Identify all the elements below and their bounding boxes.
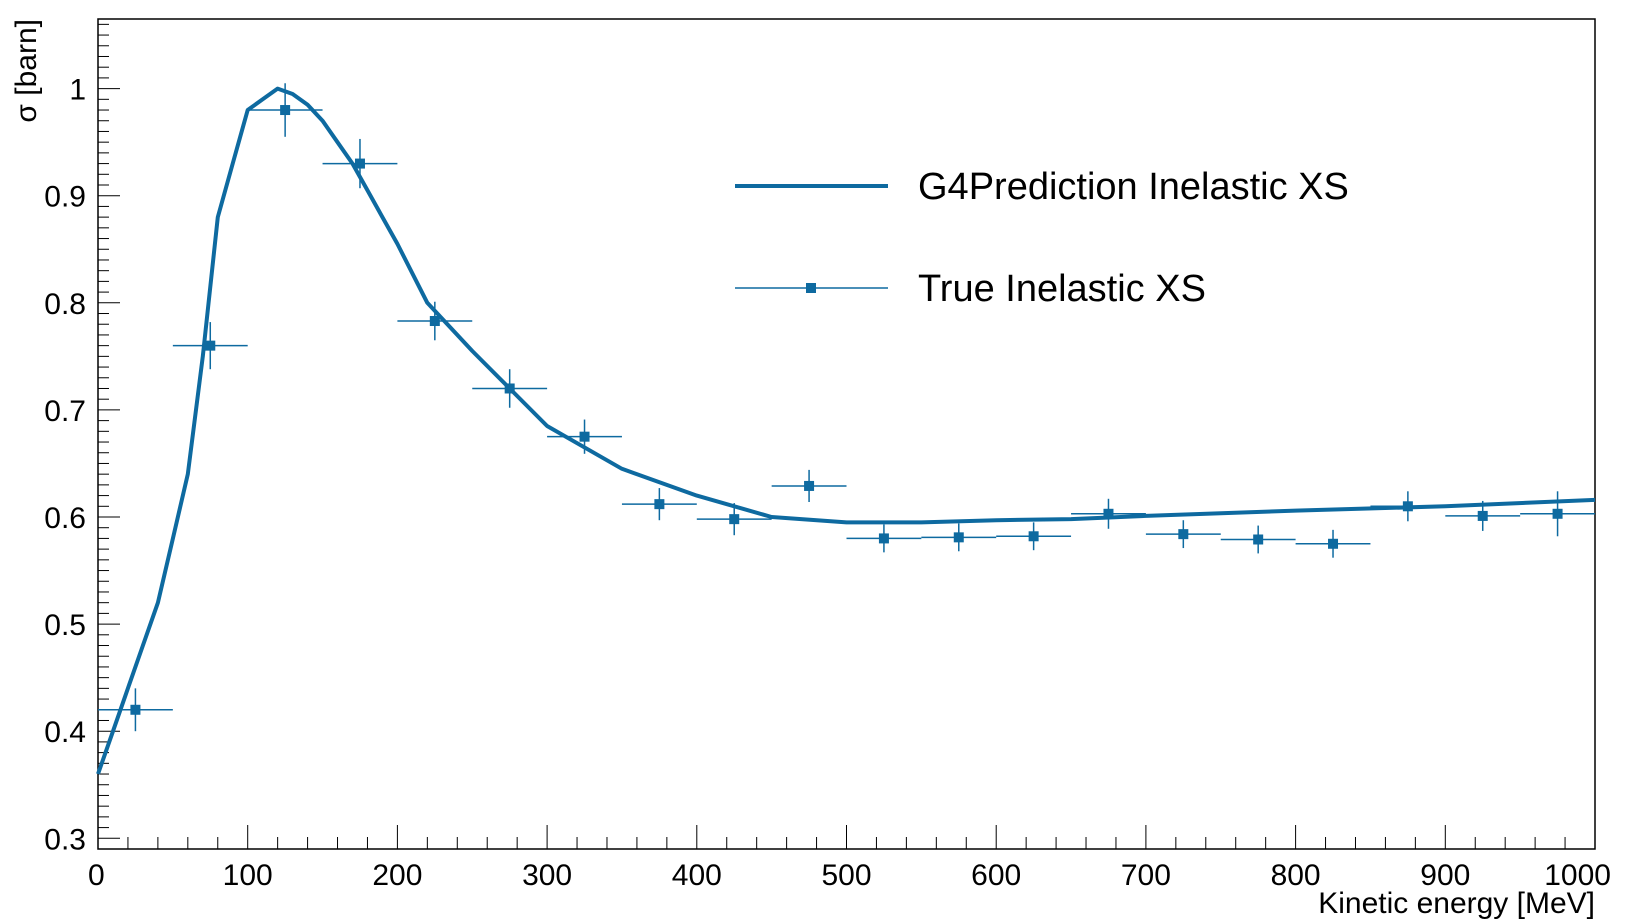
data-point-true — [1220, 525, 1296, 554]
series-layer — [96, 83, 1596, 775]
point-marker — [205, 340, 216, 351]
point-marker — [579, 431, 590, 442]
point-marker — [1028, 531, 1039, 542]
point-marker — [953, 532, 964, 543]
data-point-true — [247, 83, 323, 137]
series-line-g4prediction — [96, 86, 1596, 775]
y-axis-label: σ [barn] — [10, 19, 43, 123]
x-tick-label: 500 — [821, 859, 871, 892]
x-tick-label: 300 — [522, 859, 572, 892]
y-tick-label: 0.7 — [44, 395, 86, 428]
point-marker — [804, 480, 815, 491]
x-tick-label: 0 — [88, 859, 105, 892]
data-point-true — [846, 524, 922, 553]
point-marker — [729, 514, 740, 525]
point-marker — [354, 158, 365, 169]
data-point-true — [98, 688, 173, 732]
data-point-true — [996, 522, 1072, 551]
y-tick-label: 0.3 — [44, 823, 86, 856]
data-point-true — [1071, 498, 1146, 529]
legend-label-true: True Inelastic XS — [918, 268, 1206, 310]
x-tick-label: 900 — [1420, 859, 1470, 892]
legend: G4Prediction Inelastic XS True Inelastic… — [735, 166, 1349, 310]
data-point-true — [472, 369, 548, 408]
axis-ticks — [97, 23, 1596, 850]
point-marker — [1103, 508, 1114, 519]
point-marker — [1253, 534, 1264, 545]
point-marker — [130, 704, 141, 715]
data-point-true — [322, 138, 398, 189]
plot-frame — [97, 18, 1596, 850]
data-point-true — [1520, 491, 1595, 537]
data-point-true — [621, 488, 697, 521]
x-tick-label: 800 — [1271, 859, 1321, 892]
y-tick-label: 0.8 — [44, 288, 86, 321]
y-tick-label: 0.4 — [44, 716, 86, 749]
x-tick-label: 200 — [372, 859, 422, 892]
point-marker — [504, 383, 515, 394]
point-marker — [1552, 508, 1563, 519]
point-marker — [280, 105, 291, 116]
x-tick-label: 400 — [672, 859, 722, 892]
data-point-true — [547, 419, 622, 454]
x-tick-label: 700 — [1121, 859, 1171, 892]
data-point-true — [172, 322, 248, 370]
point-marker — [878, 533, 889, 544]
data-point-true — [771, 469, 847, 503]
data-point-true — [1370, 491, 1446, 522]
data-point-true — [1145, 520, 1221, 549]
point-marker — [1477, 510, 1488, 521]
data-point-true — [696, 503, 772, 536]
point-marker — [654, 499, 665, 510]
x-axis-label: Kinetic energy [MeV] — [1318, 887, 1595, 920]
y-tick-label: 0.5 — [44, 609, 86, 642]
legend-label-g4prediction: G4Prediction Inelastic XS — [918, 166, 1349, 208]
data-point-true — [397, 301, 473, 341]
point-marker — [1402, 501, 1413, 512]
data-point-true — [921, 523, 997, 552]
point-marker — [1328, 538, 1339, 549]
axis-tick-labels: 0 100 200 300 400 500 600 700 800 900 1000 0.3 0.4 0.… — [44, 74, 1611, 892]
point-marker — [1178, 529, 1189, 540]
point-marker — [429, 316, 440, 327]
data-point-true — [1295, 529, 1371, 558]
x-tick-label: 100 — [223, 859, 273, 892]
data-point-true — [1445, 500, 1521, 531]
x-tick-label: 1000 — [1544, 859, 1611, 892]
x-tick-label: 600 — [971, 859, 1021, 892]
y-tick-label: 0.6 — [44, 502, 86, 535]
y-tick-label: 1 — [69, 74, 86, 107]
y-tick-label: 0.9 — [44, 181, 86, 214]
legend-marker-true — [806, 283, 816, 293]
